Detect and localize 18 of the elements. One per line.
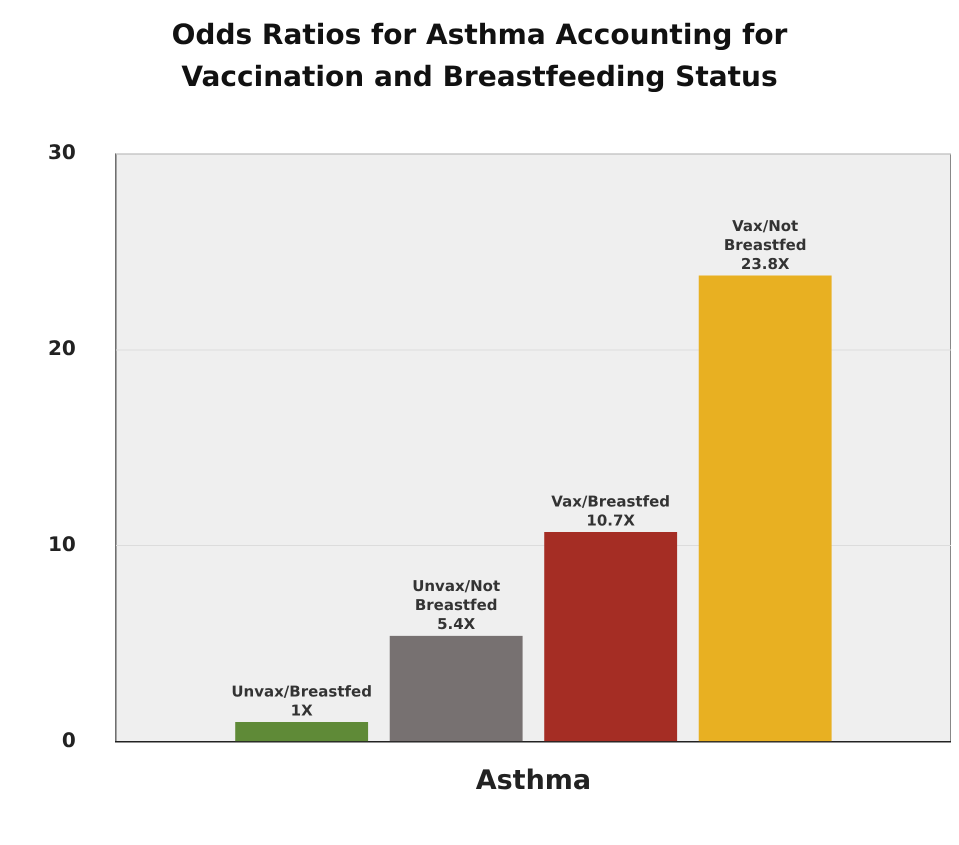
data-label: 1X [290,701,314,720]
chart-title: Odds Ratios for Asthma Accounting for Vaccination and Breastfeeding Status [170,17,788,95]
bar [544,532,678,742]
series-label: Unvax/Breastfed [231,682,372,700]
data-label: 10.7X [586,511,636,530]
series-label: Vax/Breastfed [551,492,670,510]
y-tick-label: 20 [48,336,76,360]
y-tick-label: 30 [48,140,76,164]
y-tick-label: 0 [62,728,76,752]
bar [698,275,832,742]
series-label: Vax/Not Breastfed [724,216,807,254]
bar [390,636,523,742]
bar [235,722,368,742]
series-label: Unvax/Not Breastfed [412,577,500,614]
data-label: 5.4X [437,615,476,634]
data-label: 23.8X [740,254,790,273]
y-tick-label: 10 [48,532,76,556]
x-tick-label: Asthma [476,764,592,796]
